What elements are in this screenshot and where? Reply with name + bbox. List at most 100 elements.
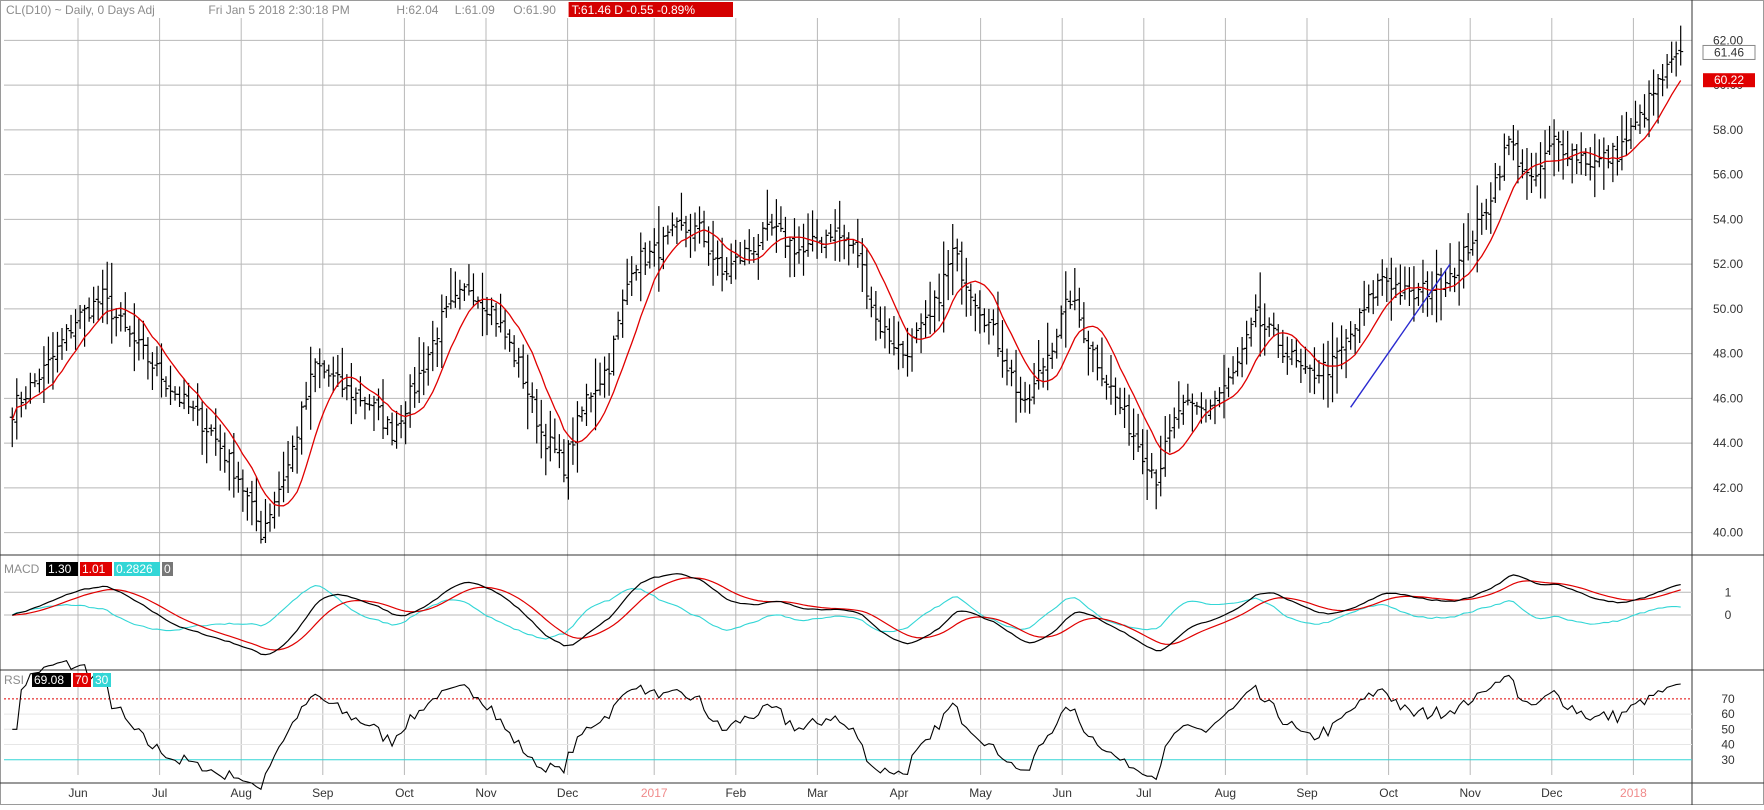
trendline	[1350, 263, 1451, 408]
ohlc-bar	[633, 264, 639, 281]
ohlc-bar	[999, 320, 1005, 378]
ohlc-bar	[376, 388, 382, 421]
ohlc-bar	[683, 215, 689, 248]
grid-horizontal-price: 62.0060.0058.0056.0054.0052.0050.0048.00…	[4, 33, 1743, 540]
ohlc-bar	[593, 358, 599, 431]
ohlc-bar	[177, 386, 183, 407]
macd-badge	[114, 562, 160, 576]
rsi-badge	[32, 673, 71, 687]
ohlc-bar	[1004, 348, 1010, 386]
macd-panel: 1 0 MACD 1.30 1.01 0.2826 0	[4, 562, 1732, 656]
ohlc-bar	[231, 433, 237, 498]
ohlc-bar	[936, 273, 942, 322]
x-month-label: Aug	[1215, 786, 1236, 800]
ohlc-bar	[1289, 338, 1295, 366]
ohlc-bar	[941, 241, 947, 333]
ohlc-bar	[1149, 452, 1155, 479]
ohlc-bar	[1465, 213, 1471, 261]
ohlc-bar	[932, 290, 938, 333]
ohlc-bar	[1090, 341, 1096, 373]
ohlc-bar	[611, 335, 617, 376]
ohlc-bar	[1664, 54, 1670, 89]
ohlc-bar	[163, 376, 169, 397]
x-month-label: Jul	[152, 786, 167, 800]
grid-vertical: Jun Jul Aug Sep Oct Nov Dec 2017 Feb Mar Apr May Jun…	[68, 18, 1647, 800]
ohlc-bar	[719, 237, 725, 292]
ohlc-bar	[208, 424, 214, 436]
header-text-5: T:61.46 D -0.55 -0.89%	[572, 3, 696, 17]
macd-badge	[46, 562, 78, 576]
ohlc-bar	[1117, 387, 1123, 415]
ohlc-bar	[1253, 294, 1259, 328]
ohlc-bar	[841, 224, 847, 260]
x-month-label: 2018	[1620, 786, 1647, 800]
ohlc-bar	[1203, 399, 1209, 423]
ohlc-bar	[674, 217, 680, 245]
ohlc-bar	[669, 212, 675, 237]
ohlc-bar	[954, 238, 960, 272]
ohlc-bar	[452, 271, 458, 308]
ohlc-bar	[425, 346, 431, 386]
ohlc-bar	[778, 206, 784, 232]
ohlc-bar	[606, 353, 612, 396]
ohlc-bar	[810, 210, 816, 252]
y-tick-label: 56.00	[1713, 168, 1743, 182]
rsi-badge-text-0: 69.08	[34, 673, 64, 687]
ohlc-bar	[50, 332, 56, 390]
y-tick-label: 46.00	[1713, 391, 1743, 405]
ohlc-bar	[489, 297, 495, 326]
ohlc-bar	[1352, 324, 1358, 355]
ohlc-bar	[1027, 384, 1033, 414]
ohlc-bar	[502, 308, 508, 350]
ohlc-bar	[511, 335, 517, 368]
ohlc-bar	[285, 441, 291, 493]
y-tick-label: 44.00	[1713, 436, 1743, 450]
x-month-label: Dec	[1541, 786, 1562, 800]
ohlc-bar	[294, 426, 300, 474]
ohlc-bar	[977, 290, 983, 334]
ohlc-bar	[556, 434, 562, 469]
ohlc-bar	[828, 223, 834, 243]
ohlc-bar	[814, 218, 820, 259]
ohlc-bar	[574, 401, 580, 473]
ohlc-bar	[1574, 144, 1580, 175]
last-ma-label: 60.22	[1714, 73, 1744, 87]
ohlc-bar	[1140, 429, 1146, 475]
ohlc-bar	[1018, 376, 1024, 413]
header-text-3: L:61.09	[455, 3, 495, 17]
ohlc-bar	[1013, 349, 1019, 423]
ohlc-bar	[651, 228, 657, 267]
ohlc-bar	[895, 321, 901, 370]
ohlc-bar	[1610, 142, 1616, 183]
ohlc-bar	[1167, 414, 1173, 453]
y-tick-label: 62.00	[1713, 33, 1743, 47]
ohlc-bar	[968, 283, 974, 316]
ohlc-bar	[1655, 73, 1661, 124]
ohlc-bar	[1488, 182, 1494, 234]
ohlc-bar	[602, 356, 608, 398]
ohlc-bar	[923, 300, 929, 338]
ohlc-bar	[290, 435, 296, 472]
ohlc-bar	[873, 290, 879, 341]
ohlc-bar	[1108, 354, 1114, 405]
ohlc-bar	[1063, 271, 1069, 348]
ohlc-bar	[742, 239, 748, 266]
ohlc-bar	[1587, 147, 1593, 181]
ohlc-bar	[36, 368, 42, 393]
ohlc-bar	[697, 206, 703, 244]
ohlc-bar	[1113, 377, 1119, 416]
ohlc-bar	[760, 222, 766, 251]
ohlc-bar	[981, 308, 987, 333]
ohlc-bar	[258, 510, 264, 544]
ohlc-bar	[1009, 359, 1015, 387]
ohlc-bar	[692, 212, 698, 252]
rsi-badge	[73, 673, 91, 687]
ohlc-bar	[127, 325, 133, 347]
ohlc-bars	[9, 25, 1684, 544]
ohlc-bar	[204, 408, 210, 464]
ohlc-bar	[751, 237, 757, 263]
y-tick-label: 48.00	[1713, 347, 1743, 361]
ohlc-bar	[1244, 320, 1250, 365]
ohlc-bar	[136, 318, 142, 361]
